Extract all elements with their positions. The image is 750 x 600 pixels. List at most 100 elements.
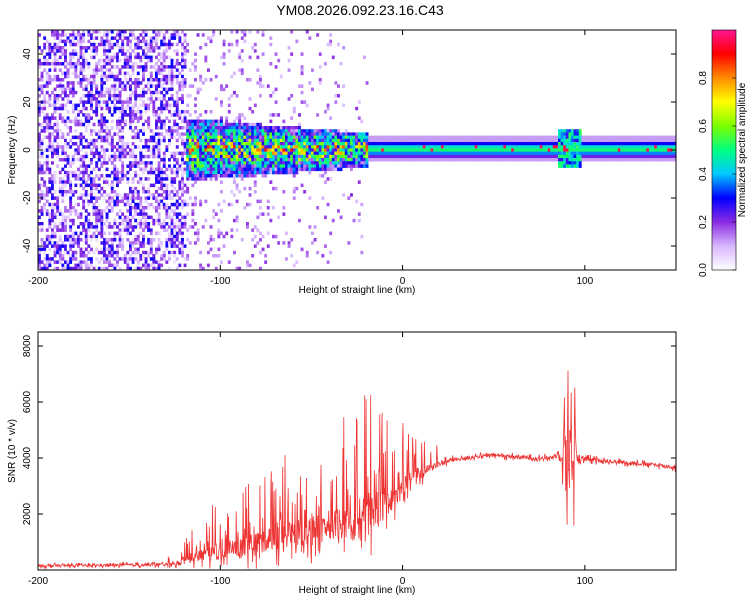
spectrogram-cell: [40, 145, 44, 149]
spectrogram-cell: [178, 33, 182, 37]
spectrogram-cell: [168, 241, 171, 245]
spectrogram-cell: [240, 154, 244, 159]
spectrogram-cell: [45, 244, 49, 248]
spectrogram-cell: [149, 202, 153, 207]
spectrogram-cell: [134, 55, 138, 60]
spectrogram-cell: [194, 129, 197, 133]
spectrogram-cell: [188, 132, 192, 136]
spectrogram-cell: [118, 138, 122, 143]
spectrogram-cell: [84, 228, 88, 232]
spectrogram-cell: [58, 116, 62, 120]
spectrogram-cell: [142, 225, 145, 229]
spectrogram-cell: [420, 154, 424, 159]
spectrogram-cell: [589, 154, 593, 159]
spectrogram-cell: [74, 158, 78, 162]
spectrogram-cell: [246, 260, 249, 264]
spectrogram-cell: [175, 113, 179, 117]
spectrogram-cell: [329, 116, 333, 120]
spectrogram-cell: [61, 49, 65, 53]
spectrogram-cell: [217, 129, 221, 133]
spectrogram-cell: [259, 158, 262, 162]
spectrogram-cell: [53, 174, 57, 178]
spectrogram-cell: [191, 225, 195, 229]
spectrogram-cell: [48, 180, 52, 184]
spectrogram-cell: [183, 81, 187, 85]
spectrogram-cell: [45, 212, 49, 216]
spectrogram-cell: [308, 135, 312, 140]
spectrogram-cell: [147, 103, 151, 108]
spectrogram-cell: [196, 238, 200, 242]
spectrogram-cell: [147, 119, 151, 124]
spectrogram-cell: [238, 142, 242, 146]
spectrogram-cell: [64, 138, 67, 143]
spectrogram-cell: [142, 129, 145, 133]
spectrogram-cell: [277, 151, 281, 156]
spectrogram-cell: [220, 164, 223, 168]
spectrogram-cell: [204, 154, 208, 159]
spectrogram-cell: [87, 218, 91, 223]
spectrogram-cell: [64, 55, 67, 60]
spectrogram-cell: [318, 164, 322, 168]
spectrogram-cell: [604, 154, 608, 159]
spectrogram-cell: [428, 138, 431, 143]
spectrogram-cell: [69, 62, 73, 66]
y-tick-label: 20: [22, 96, 33, 108]
spectrogram-cell: [220, 116, 223, 120]
spectrogram-cell: [170, 250, 174, 255]
spectrogram-cell: [121, 244, 125, 248]
spectrogram-cell: [558, 132, 561, 136]
spectrogram-cell: [376, 158, 379, 162]
spectrogram-cell: [100, 58, 104, 63]
spectrogram-cell: [337, 135, 340, 140]
spectrogram-cell: [669, 151, 673, 156]
spectrogram-cell: [155, 97, 158, 101]
spectrogram-cell: [412, 142, 416, 146]
spectrogram-cell: [378, 154, 382, 159]
spectrogram-cell: [282, 129, 286, 133]
spectrogram-cell: [467, 148, 470, 152]
spectrogram-cell: [664, 148, 668, 152]
spectrogram-cell: [136, 52, 140, 56]
spectrogram-cell: [181, 244, 184, 248]
spectrogram-cell: [352, 151, 356, 156]
spectrogram-cell: [48, 97, 52, 101]
spectrogram-cell: [64, 119, 67, 124]
spectrogram-cell: [547, 154, 551, 159]
spectrogram-cell: [87, 164, 91, 168]
spectrogram-cell: [126, 106, 130, 111]
spectrogram-cell: [563, 135, 567, 140]
spectrogram-cell: [667, 135, 671, 140]
spectrogram-cell: [298, 167, 301, 172]
spectrogram-cell: [256, 135, 260, 140]
spectrogram-cell: [66, 68, 70, 72]
spectrogram-cell: [547, 151, 551, 156]
spectrogram-cell: [253, 174, 257, 178]
spectrogram-cell: [415, 135, 418, 140]
spectrogram-cell: [261, 247, 265, 252]
spectrogram-cell: [95, 68, 99, 72]
spectrogram-cell: [290, 126, 294, 130]
spectrogram-cell: [529, 142, 533, 146]
spectrogram-cell: [508, 148, 512, 152]
spectrogram-cell: [121, 164, 125, 168]
spectrogram-cell: [144, 46, 148, 50]
spectrogram-cell: [48, 148, 52, 152]
spectrogram-cell: [274, 151, 278, 156]
spectrogram-cell: [259, 126, 262, 130]
spectrogram-cell: [56, 266, 60, 270]
spectrogram-cell: [90, 190, 93, 194]
spectrogram-cell: [576, 161, 580, 165]
spectrogram-cell: [136, 241, 140, 245]
spectrogram-cell: [168, 238, 171, 242]
spectrogram-cell: [334, 132, 338, 136]
spectrogram-cell: [352, 148, 356, 152]
spectrogram-cell: [103, 177, 106, 181]
spectrogram-cell: [175, 33, 179, 37]
spectrogram-cell: [144, 164, 148, 168]
spectrogram-cell: [97, 132, 101, 136]
spectrogram-cell: [204, 177, 208, 181]
spectrogram-cell: [38, 132, 41, 136]
spectrogram-cell: [240, 58, 244, 63]
spectrogram-cell: [212, 145, 216, 149]
spectrogram-cell: [383, 148, 387, 152]
